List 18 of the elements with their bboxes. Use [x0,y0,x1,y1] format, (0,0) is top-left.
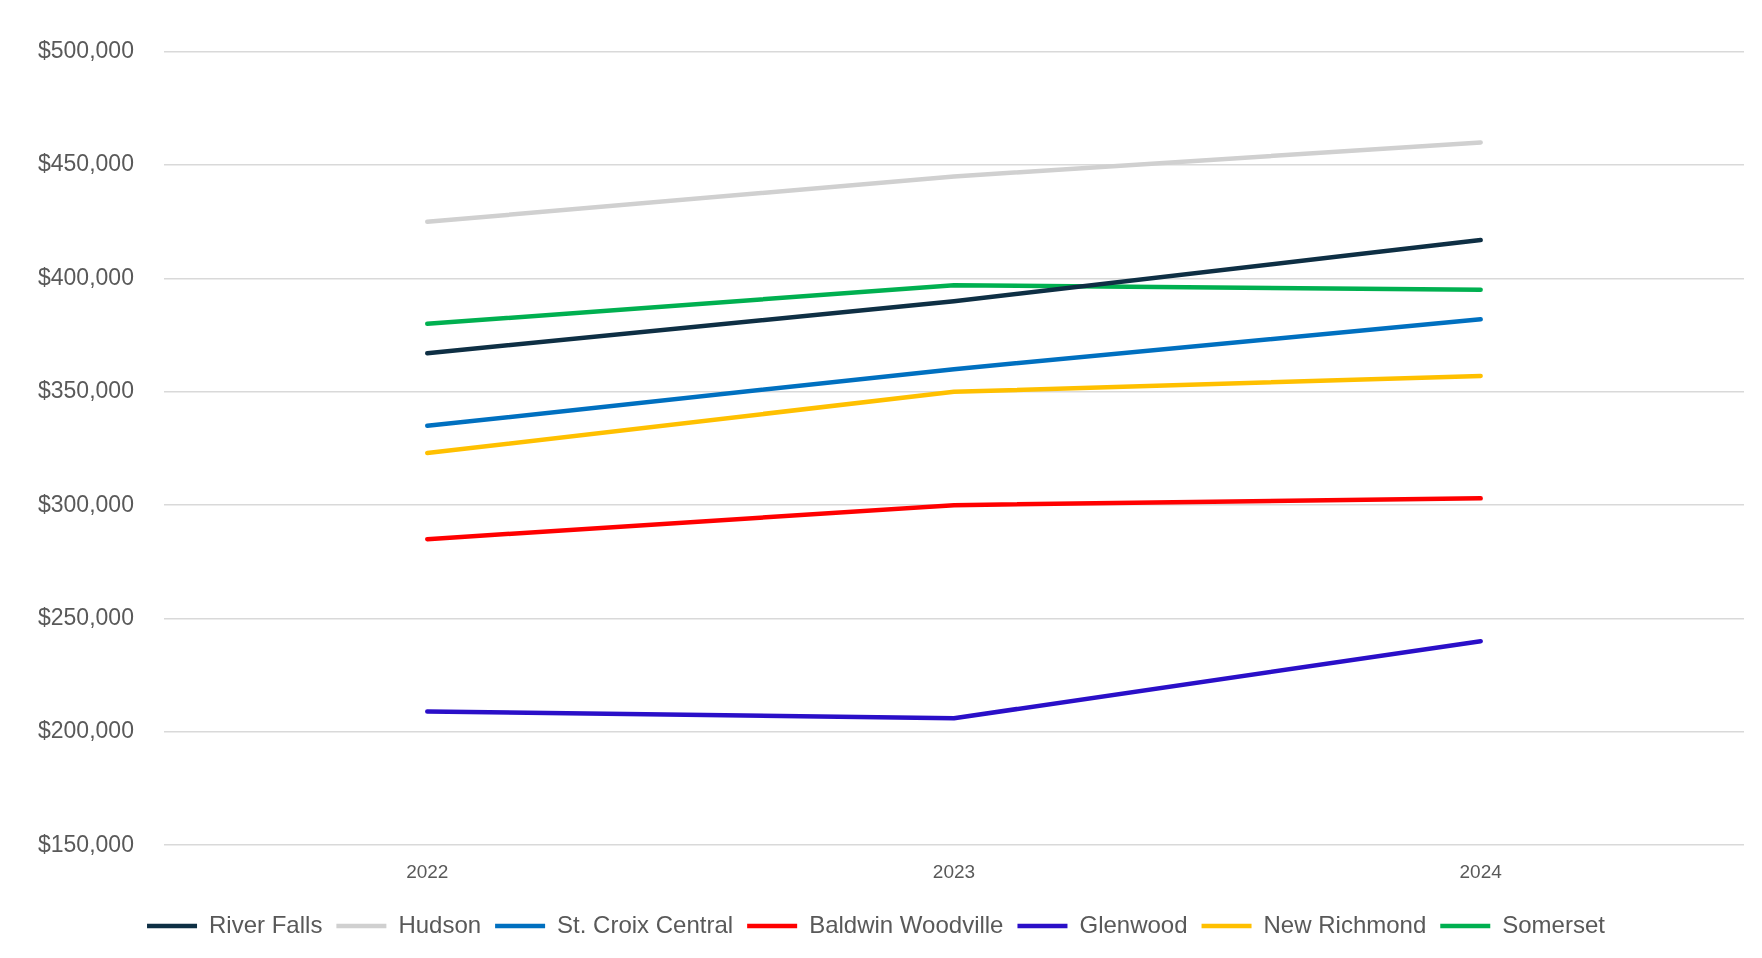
y-tick-label: $400,000 [37,263,134,290]
x-tick-label: 2022 [406,860,449,882]
y-tick-label: $200,000 [37,717,134,744]
x-tick-label: 2023 [932,860,976,882]
legend-label: New Richmond [1263,910,1427,938]
legend-label: Hudson [398,910,482,938]
legend-label: St. Croix Central [557,910,734,938]
y-tick-label: $250,000 [37,603,134,630]
legend-label: Somerset [1502,910,1606,938]
legend-label: Glenwood [1079,910,1188,938]
legend-label: River Falls [209,910,323,938]
y-tick-label: $350,000 [37,377,134,404]
y-tick-label: $450,000 [37,150,134,177]
y-tick-label: $500,000 [37,37,134,64]
x-tick-label: 2024 [1459,860,1503,882]
legend-label: Baldwin Woodville [809,910,1004,938]
y-tick-label: $150,000 [37,830,134,857]
y-tick-label: $300,000 [37,490,134,517]
